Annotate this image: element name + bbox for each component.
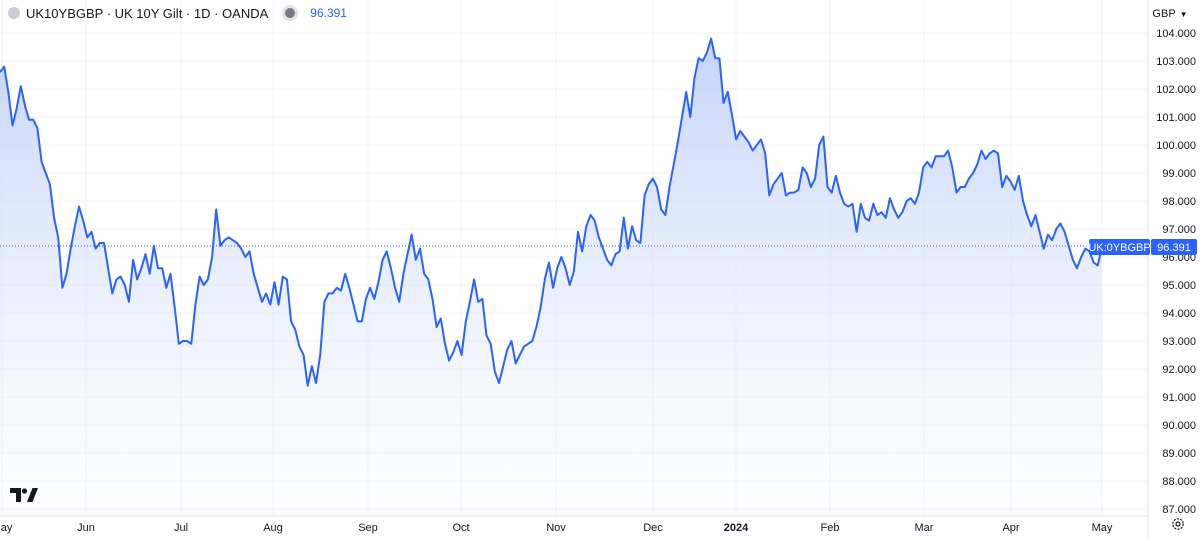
last-price-tag: 96.391 bbox=[1151, 239, 1197, 255]
market-status-icon[interactable] bbox=[282, 5, 299, 21]
x-tick-label: Nov bbox=[546, 522, 566, 534]
y-tick-label: 89.000 bbox=[1162, 448, 1196, 460]
chart-legend-header[interactable]: UK10YBGBP · UK 10Y Gilt · 1D · OANDA 96.… bbox=[0, 0, 347, 26]
x-tick-label: Apr bbox=[1002, 522, 1019, 534]
y-tick-label: 99.000 bbox=[1162, 168, 1196, 180]
y-tick-label: 97.000 bbox=[1162, 224, 1196, 236]
y-tick-label: 87.000 bbox=[1162, 504, 1196, 516]
y-tick-label: 98.000 bbox=[1162, 196, 1196, 208]
price-axis[interactable]: 104.000 103.000 102.000 101.000 100.000 99.00… bbox=[1156, 28, 1196, 516]
y-tick-label: 95.000 bbox=[1162, 280, 1196, 292]
currency-label: GBP bbox=[1152, 8, 1176, 20]
y-tick-label: 91.000 bbox=[1162, 392, 1196, 404]
symbol-tag-label: UK:0YBGBP bbox=[1088, 242, 1150, 254]
last-price-label: 96.391 bbox=[1157, 242, 1191, 254]
symbol-title[interactable]: UK10YBGBP · UK 10Y Gilt · 1D · OANDA bbox=[26, 5, 269, 21]
x-tick-label: May bbox=[1092, 522, 1113, 534]
x-tick-label: Jul bbox=[174, 522, 188, 534]
chevron-down-icon: ▼ bbox=[1179, 9, 1188, 19]
x-tick-label: Dec bbox=[643, 522, 663, 534]
symbol-logo-icon bbox=[8, 7, 20, 19]
settings-gear-icon[interactable] bbox=[1171, 517, 1185, 531]
currency-selector[interactable]: GBP ▼ bbox=[1152, 5, 1188, 23]
y-tick-label: 92.000 bbox=[1162, 364, 1196, 376]
x-tick-label: Sep bbox=[358, 522, 378, 534]
x-tick-label: Feb bbox=[821, 522, 840, 534]
x-tick-label: Mar bbox=[915, 522, 934, 534]
y-tick-label: 94.000 bbox=[1162, 308, 1196, 320]
header-price: 96.391 bbox=[310, 6, 347, 20]
chart-area bbox=[0, 37, 1148, 516]
tradingview-logo-icon[interactable] bbox=[10, 487, 38, 503]
x-tick-label: 2024 bbox=[724, 522, 749, 534]
x-tick-label: Oct bbox=[452, 522, 469, 534]
y-tick-label: 104.000 bbox=[1156, 28, 1196, 40]
series-line bbox=[0, 37, 1103, 387]
y-tick-label: 103.000 bbox=[1156, 56, 1196, 68]
x-tick-label: Aug bbox=[263, 522, 283, 534]
y-tick-label: 101.000 bbox=[1156, 112, 1196, 124]
symbol-price-tag: UK:0YBGBP bbox=[1088, 239, 1151, 255]
x-tick-label: May bbox=[0, 522, 13, 534]
y-tick-label: 88.000 bbox=[1162, 476, 1196, 488]
x-tick-label: Jun bbox=[77, 522, 95, 534]
y-tick-label: 90.000 bbox=[1162, 420, 1196, 432]
time-axis[interactable]: May Jun Jul Aug Sep Oct Nov Dec 2024 Feb Mar Apr May bbox=[0, 522, 1113, 534]
y-tick-label: 93.000 bbox=[1162, 336, 1196, 348]
y-tick-label: 100.000 bbox=[1156, 140, 1196, 152]
y-tick-label: 102.000 bbox=[1156, 84, 1196, 96]
